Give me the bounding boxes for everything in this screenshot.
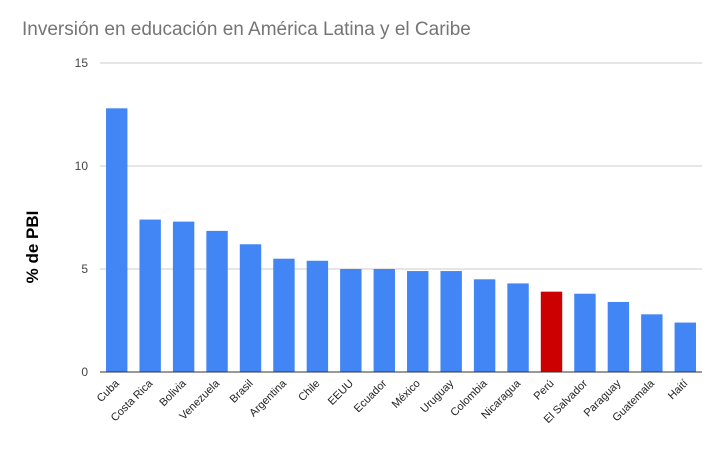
x-tick-label: Ecuador xyxy=(352,377,390,415)
bar-bolivia xyxy=(172,221,195,372)
bars xyxy=(106,108,696,372)
grid-lines xyxy=(100,62,702,270)
bar-uruguay xyxy=(440,271,462,372)
bar-venezuela xyxy=(206,230,228,372)
bar-brasil xyxy=(239,244,262,372)
bar-per- xyxy=(540,291,563,372)
bar-hait- xyxy=(674,322,696,372)
x-tick-label: Haití xyxy=(666,378,690,402)
x-tick-label: Brasil xyxy=(228,378,256,406)
bar-ecuador xyxy=(373,269,395,372)
bar-argentina xyxy=(273,258,295,372)
y-tick-label: 10 xyxy=(75,159,89,173)
x-tick-label: EEUU xyxy=(326,378,356,408)
bar-guatemala xyxy=(641,314,663,372)
x-tick-label: Cuba xyxy=(95,377,123,405)
bar-el-salvador xyxy=(574,293,596,372)
x-tick-label: México xyxy=(390,378,423,411)
bar-m-xico xyxy=(407,271,429,372)
bar-nicaragua xyxy=(507,283,529,372)
x-tick-label: Argentina xyxy=(247,377,289,419)
y-tick-label: 5 xyxy=(81,262,88,276)
bar-colombia xyxy=(473,279,496,372)
bar-cuba xyxy=(106,108,128,372)
x-tick-label: Bolivia xyxy=(157,377,189,409)
x-tick-label: Chile xyxy=(296,378,322,404)
chart-title: Inversión en educación en América Latina… xyxy=(22,19,471,40)
bar-paraguay xyxy=(607,301,630,372)
y-tick-label: 15 xyxy=(75,56,89,70)
bar-eeuu xyxy=(340,269,362,372)
bar-costa-rica xyxy=(139,219,161,372)
x-tick-label: Perú xyxy=(532,378,557,403)
bar-chile xyxy=(306,260,329,372)
y-tick-label: 0 xyxy=(81,365,88,379)
